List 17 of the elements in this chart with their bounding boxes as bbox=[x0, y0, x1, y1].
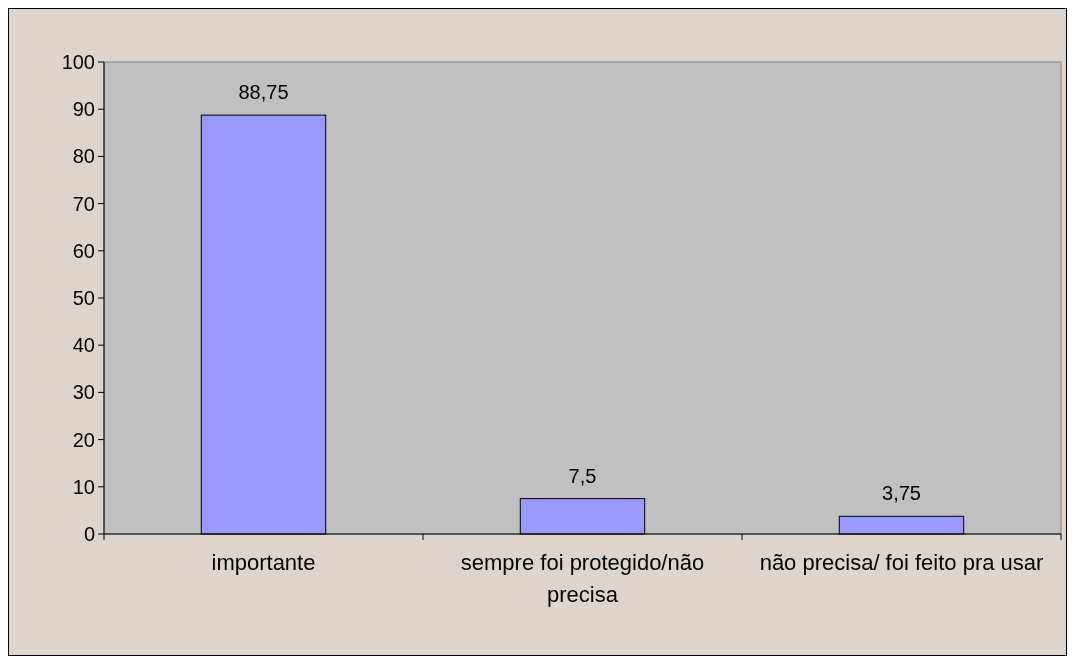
y-tick-label: 80 bbox=[72, 145, 95, 168]
y-tick-label: 20 bbox=[72, 428, 95, 451]
data-label: 88,75 bbox=[238, 81, 289, 104]
y-tick-label: 70 bbox=[72, 192, 95, 215]
data-label: 3,75 bbox=[882, 482, 921, 505]
data-label: 7,5 bbox=[568, 464, 597, 487]
y-tick-label: 0 bbox=[83, 523, 95, 545]
y-tick-label: 100 bbox=[61, 51, 95, 73]
x-tick-label: não precisa/ foi feito pra usar bbox=[759, 550, 1044, 575]
y-tick-label: 30 bbox=[72, 381, 95, 404]
y-tick-label: 50 bbox=[72, 287, 95, 309]
y-tick-label: 10 bbox=[72, 475, 95, 498]
x-tick-label: importante bbox=[211, 550, 316, 575]
y-tick-label: 90 bbox=[72, 98, 95, 121]
y-tick-label: 60 bbox=[72, 239, 95, 262]
y-tick-label: 40 bbox=[72, 334, 95, 357]
x-tick-label: sempre foi protegido/não precisa bbox=[460, 550, 705, 607]
